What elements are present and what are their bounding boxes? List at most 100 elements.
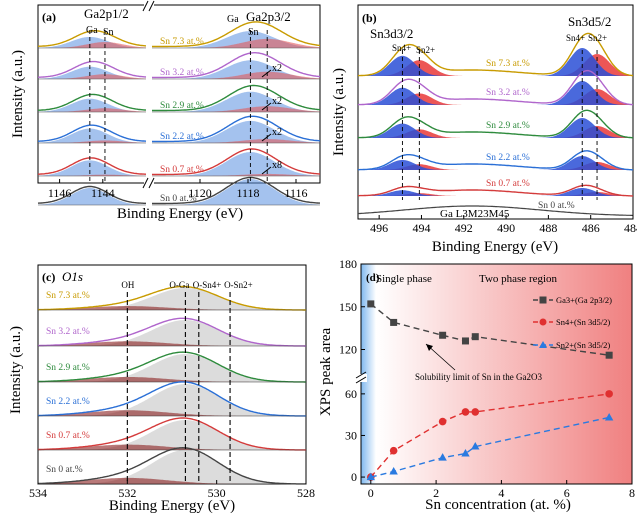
x-tick-label: 490 (497, 221, 515, 235)
envelope-line (37, 30, 147, 47)
panel-a-frame (37, 4, 321, 184)
panel-d-xlabel: Sn concentration (at. %) (425, 497, 571, 513)
panel-a-ylabel: Intensity (a.u.) (10, 50, 26, 138)
envelope-line (152, 115, 321, 143)
panel-b-letter: (b) (362, 11, 377, 25)
sn-component-fill (38, 42, 146, 48)
panel-a: (a) Ga2p1/2 Ga2p3/2 Ga Sn Ga Sn Sn 7.3 a… (10, 0, 321, 222)
oh-component-fill (38, 341, 306, 346)
data-point-square (461, 337, 469, 345)
envelope-line (38, 317, 306, 347)
sn2-component-fill (358, 192, 633, 196)
sn-component-fill (152, 173, 320, 176)
sn2-component-fill (358, 54, 633, 76)
x-tick-label: 492 (455, 221, 473, 235)
data-point-square (471, 333, 479, 341)
sample-label: Sn 2.9 at.% (486, 121, 530, 131)
sn4-component-fill (358, 81, 633, 105)
panel-d: (d) Single phase Two phase region Solubi… (318, 257, 635, 513)
panel-c-title: O1s (62, 269, 83, 284)
sn-component-fill (38, 140, 146, 143)
panel-a-peak-ga-left: Ga (86, 25, 98, 36)
o-ga-component-fill (38, 320, 306, 346)
y-tick-label: 60 (345, 387, 357, 401)
sample-label: Sn 2.2 at.% (160, 132, 204, 142)
scale-label: x2 (272, 96, 282, 107)
ga-component-fill (38, 188, 146, 205)
envelope-line (357, 69, 634, 106)
axis-break-mark (355, 371, 367, 379)
panel-a-title-right: Ga2p3/2 (246, 9, 291, 24)
panel-a-xlabel: Binding Energy (eV) (117, 206, 243, 222)
x-tick-label: 484 (624, 221, 637, 235)
panel-b-bottom-label: Ga L3M23M45 (440, 208, 510, 220)
sample-label: Sn 7.3 at.% (486, 59, 530, 69)
legend-label: Sn4+(Sn 3d5/2) (556, 317, 610, 327)
x-tick-label: 528 (297, 486, 315, 500)
envelope-line (37, 185, 146, 204)
panel-a-title-left: Ga2p1/2 (84, 6, 129, 21)
y-tick-label: 180 (339, 257, 357, 271)
ga-component-fill (38, 160, 146, 176)
x-tick-label: 532 (118, 486, 136, 500)
envelope-line (38, 124, 147, 142)
o-ga-component-fill (38, 354, 306, 382)
data-point-circle (461, 408, 470, 416)
panel-b-peak-sn2-left: Sn2+ (416, 45, 435, 55)
panel-c-xlabel: Binding Energy (eV) (109, 498, 235, 514)
sn-component-fill (38, 74, 146, 79)
oh-component-fill (38, 306, 306, 310)
panel-c-letter: (c) (42, 270, 55, 284)
sample-label: Sn 0 at.% (160, 194, 197, 204)
sn4-component-fill (358, 156, 633, 170)
envelope-line (37, 60, 147, 78)
panel-a-peak-sn-right: Sn (248, 27, 259, 38)
y-tick-label: 0 (351, 470, 357, 484)
data-point-circle (471, 408, 480, 416)
panel-b-peak-sn2-right: Sn2+ (588, 33, 607, 43)
x-tick-label: 486 (582, 221, 600, 235)
sample-label: Sn 0 at.% (46, 465, 83, 475)
x-tick-label: 6 (564, 486, 570, 500)
scale-label: x2 (272, 127, 282, 138)
scale-arrow (261, 133, 272, 142)
y-tick-label: 150 (339, 300, 357, 314)
sample-label: Sn 0.7 at.% (486, 179, 530, 189)
component-label: O-Ga (169, 280, 189, 290)
legend-marker (539, 318, 547, 326)
sample-label: Sn 7.3 at.% (160, 37, 204, 47)
panel-b-frame (357, 4, 634, 220)
sn-component-fill (152, 38, 320, 48)
axis-break-mark (355, 376, 367, 384)
oh-component-fill (38, 477, 306, 484)
sample-label: Sn 3.2 at.% (46, 327, 90, 337)
sample-label: Sn 2.2 at.% (46, 397, 90, 407)
x-tick-label: 8 (629, 486, 635, 500)
x-tick-label: 496 (370, 221, 388, 235)
envelope-line (357, 109, 634, 139)
x-tick-label: 534 (29, 486, 47, 500)
legend-marker (539, 341, 547, 348)
sample-label: Sn 2.9 at.% (46, 363, 90, 373)
component-label: O-Sn2+ (224, 280, 253, 290)
data-point-triangle (461, 448, 470, 457)
panel-d-annotation: Solubility limit of Sn in the Ga2O3 (415, 372, 543, 382)
y-tick-label: 120 (339, 343, 357, 357)
scale-label: x8 (272, 160, 282, 171)
ga-component-fill (38, 98, 146, 112)
x-tick-label: 1120 (188, 186, 212, 200)
x-tick-label: 4 (498, 486, 504, 500)
legend-label: Sn2+(Sn 3d5/2) (556, 340, 610, 350)
envelope-line (37, 351, 306, 383)
series-line (370, 303, 610, 356)
x-tick-label: 2 (433, 486, 439, 500)
sample-label: Sn 0.7 at.% (160, 165, 204, 175)
panel-b-curves (357, 32, 634, 216)
panel-b-peak-sn4-right: Sn4+ (566, 33, 585, 43)
data-point-circle (605, 390, 613, 398)
panel-b: (b) Sn3d3/2 Sn3d5/2 Sn4+ Sn2+ Sn4+ Sn2+ … (331, 4, 637, 255)
envelope-line (152, 148, 321, 176)
panel-c: (c) O1s OH O-Ga O-Sn4+ O-Sn2+ Sn 7.3 at.% Sn… (8, 264, 315, 514)
legend-marker (539, 296, 547, 304)
data-point-triangle (438, 453, 447, 461)
